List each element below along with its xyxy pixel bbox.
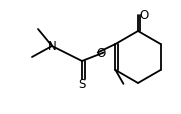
- Text: O: O: [140, 8, 149, 21]
- Text: O: O: [96, 47, 105, 60]
- Text: N: N: [48, 40, 56, 53]
- Text: S: S: [78, 77, 86, 90]
